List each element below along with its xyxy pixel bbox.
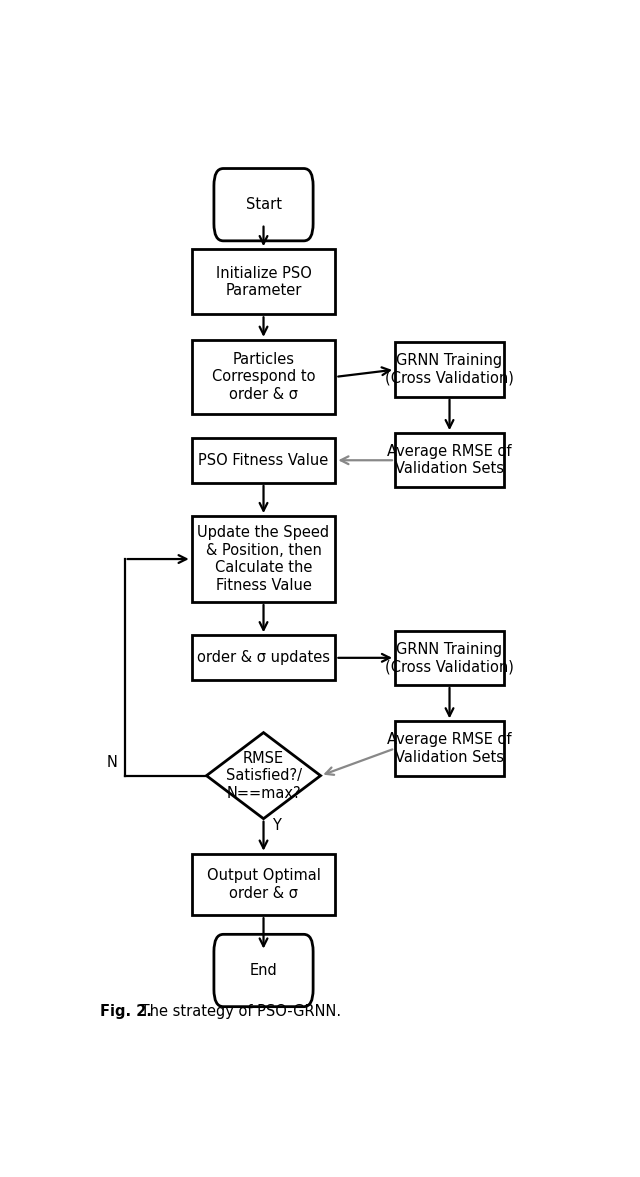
Polygon shape [207, 732, 321, 819]
Text: Start: Start [246, 198, 282, 212]
FancyBboxPatch shape [214, 935, 313, 1006]
Text: End: End [250, 963, 277, 978]
Text: GRNN Training
(Cross Validation): GRNN Training (Cross Validation) [385, 641, 514, 674]
Text: GRNN Training
(Cross Validation): GRNN Training (Cross Validation) [385, 353, 514, 386]
Bar [191, 636, 335, 680]
Bar [191, 340, 335, 414]
Text: Initialize PSO
Parameter: Initialize PSO Parameter [216, 266, 312, 298]
Text: Update the Speed
& Position, then
Calculate the
Fitness Value: Update the Speed & Position, then Calcul… [198, 525, 330, 593]
Text: Output Optimal
order & σ: Output Optimal order & σ [207, 869, 321, 900]
Bar [395, 631, 504, 685]
Text: RMSE
Satisfied?/
N==max?: RMSE Satisfied?/ N==max? [225, 751, 301, 800]
Text: N: N [106, 754, 117, 770]
Bar [191, 250, 335, 314]
Text: Particles
Correspond to
order & σ: Particles Correspond to order & σ [212, 352, 316, 401]
Bar [395, 433, 504, 487]
Text: The strategy of PSO-GRNN.: The strategy of PSO-GRNN. [136, 1004, 340, 1019]
Bar [191, 438, 335, 483]
Text: Fig. 2.: Fig. 2. [100, 1004, 152, 1019]
Bar [395, 343, 504, 397]
Bar [395, 722, 504, 776]
Text: Average RMSE of
Validation Sets: Average RMSE of Validation Sets [387, 444, 512, 477]
Text: Average RMSE of
Validation Sets: Average RMSE of Validation Sets [387, 732, 512, 765]
Bar [191, 516, 335, 603]
Bar [191, 853, 335, 916]
Text: order & σ updates: order & σ updates [197, 651, 330, 665]
FancyBboxPatch shape [214, 168, 313, 241]
Text: Y: Y [273, 818, 282, 833]
Text: PSO Fitness Value: PSO Fitness Value [198, 453, 329, 467]
